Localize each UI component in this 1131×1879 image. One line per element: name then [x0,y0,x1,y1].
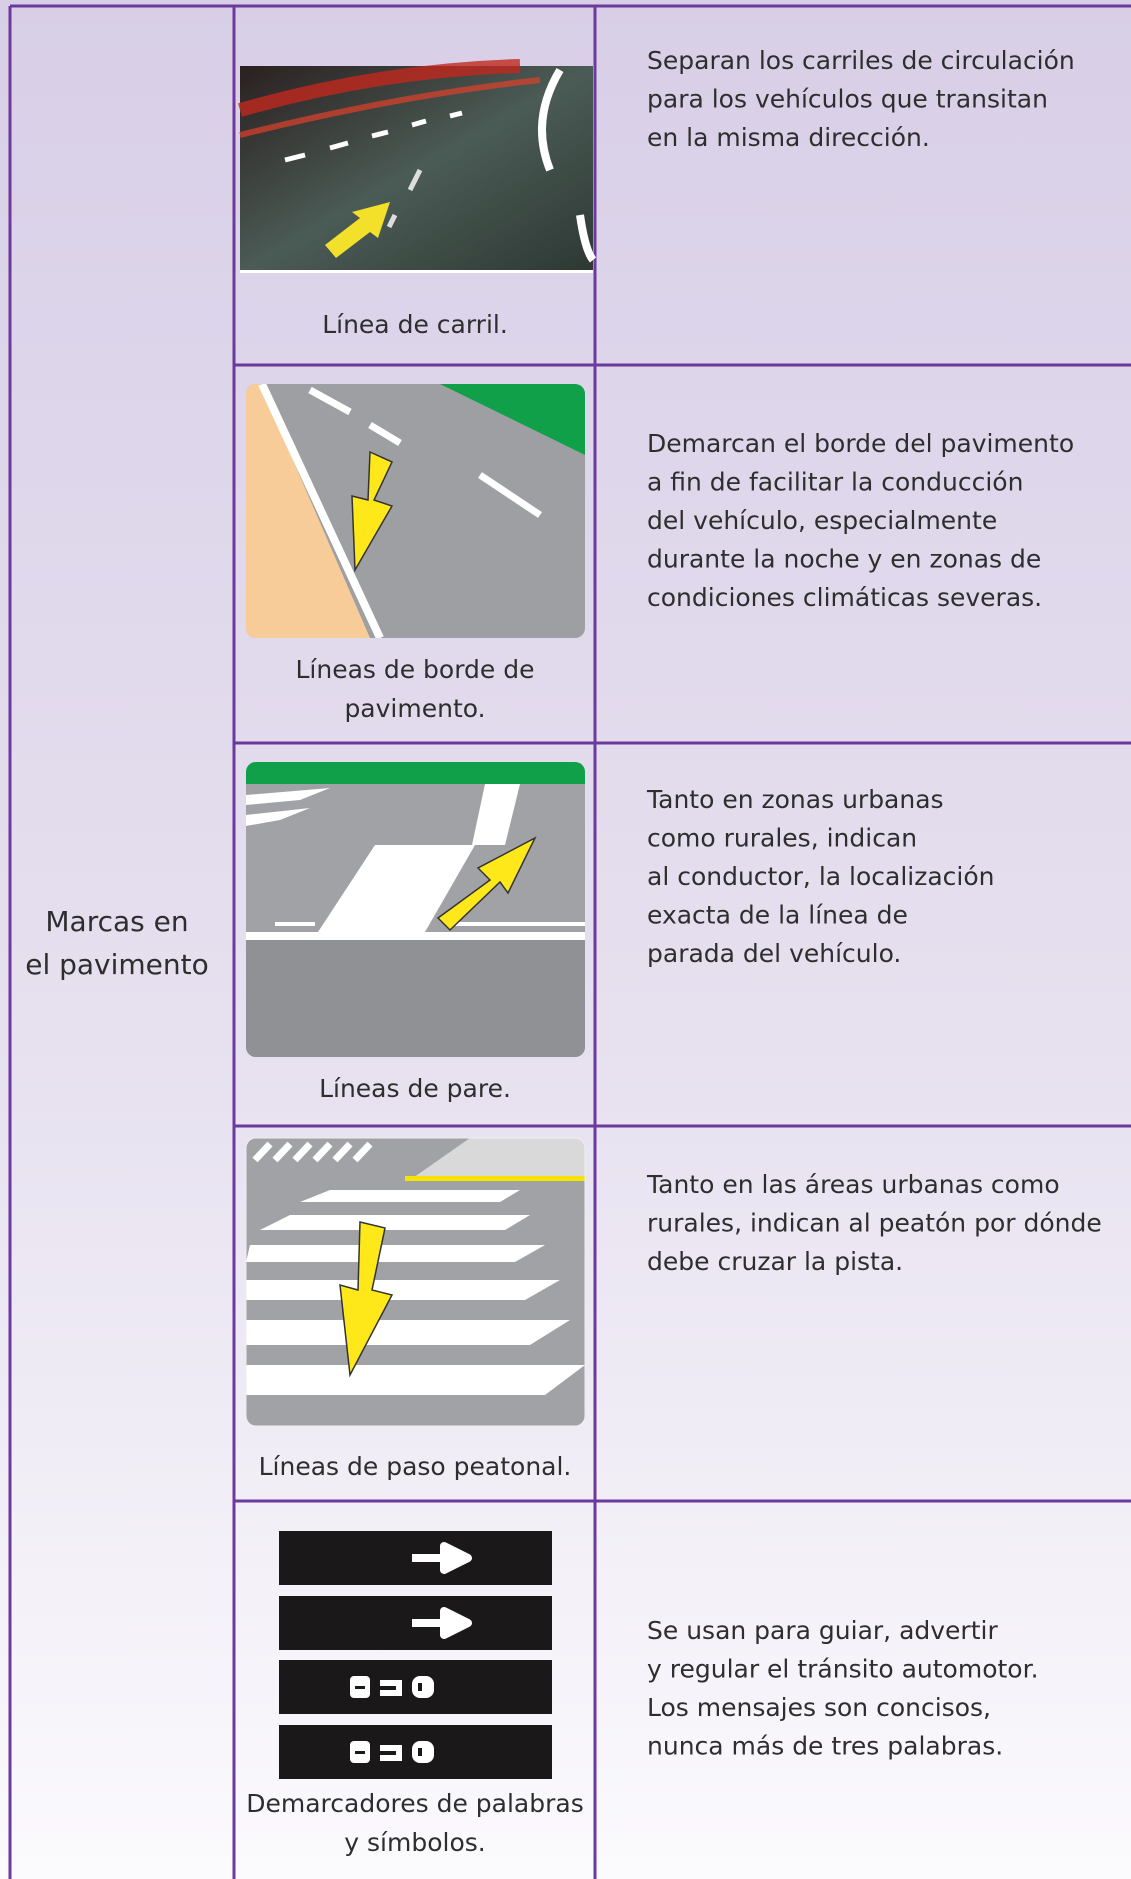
description: para los vehículos que transitan [647,85,1048,114]
description: Tanto en las áreas urbanas como [646,1170,1060,1199]
description: parada del vehículo. [647,939,901,968]
caption: Líneas de paso peatonal. [259,1452,572,1481]
caption: Líneas de borde de [295,655,534,684]
caption: pavimento. [344,694,485,723]
lane-line-photo [238,59,597,273]
word-symbol-markers [279,1531,552,1779]
caption: y símbolos. [344,1828,485,1857]
description: debe cruzar la pista. [647,1247,903,1276]
description: en la misma dirección. [647,123,930,152]
row-label: el pavimento [25,948,209,981]
caption: Demarcadores de palabras [246,1789,584,1818]
description: Tanto en zonas urbanas [646,785,944,814]
description: rurales, indican al peatón por dónde [647,1209,1102,1238]
description: nunca más de tres palabras. [647,1732,1003,1761]
description: Demarcan el borde del pavimento [647,429,1074,458]
description: Separan los carriles de circulación [647,46,1075,75]
description: y regular el tránsito automotor. [647,1655,1039,1684]
description: condiciones climáticas severas. [647,583,1042,612]
row-label: Marcas en [45,905,188,938]
description: a fin de facilitar la conducción [647,468,1023,497]
description: del vehículo, especialmente [647,506,997,535]
description: Se usan para guiar, advertir [647,1616,998,1645]
description: al conductor, la localización [647,862,995,891]
stop-line-drawing [246,762,585,1057]
description: Los mensajes son concisos, [647,1693,991,1722]
description: como rurales, indican [647,824,917,853]
caption: Líneas de pare. [319,1074,511,1103]
edge-line-drawing [246,384,585,638]
caption: Línea de carril. [322,310,508,339]
description: exacta de la línea de [647,901,908,930]
crosswalk-drawing [245,1137,586,1427]
table-borders [8,4,1131,1879]
description: durante la noche y en zonas de [647,545,1041,574]
